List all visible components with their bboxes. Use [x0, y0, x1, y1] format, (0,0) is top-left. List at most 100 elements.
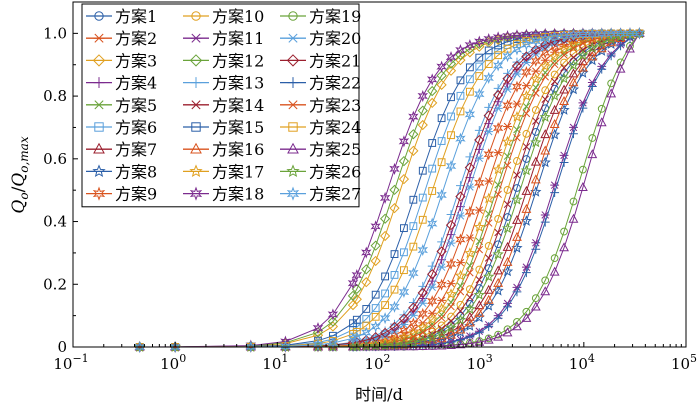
- legend-marker: [94, 11, 104, 21]
- series-21-point: [455, 191, 466, 202]
- legend-marker: [93, 77, 105, 89]
- series-23-point: [484, 219, 493, 227]
- series-13-point: [474, 125, 484, 135]
- legend-entry-22: 方案22: [280, 74, 361, 93]
- series-16-point: [587, 51, 598, 61]
- series-26-point: [407, 336, 419, 348]
- series-17-point: [445, 288, 457, 299]
- series-15-point: [390, 250, 399, 258]
- legend: 方案1 方案2 方案3 方案4 方案5 方案6 方案7 方案8 方案9 方案10 方案11 方案12 方…: [81, 3, 361, 208]
- legend-entry-5: 方案5: [86, 96, 157, 115]
- series-10-point: [550, 70, 559, 79]
- y-label-sub2: o,max: [17, 136, 31, 173]
- series-12-point: [370, 240, 381, 251]
- series-26-point: [454, 313, 467, 325]
- series-27-point: [445, 159, 457, 173]
- legend-label: 方案19: [309, 7, 361, 26]
- series-2-point: [437, 296, 447, 305]
- series-2-point: [503, 122, 512, 131]
- legend-entry-16: 方案16: [183, 140, 264, 159]
- series-21-point: [521, 51, 532, 62]
- series-7-point: [549, 104, 560, 114]
- series-11-point: [550, 181, 560, 189]
- series-18-point: [398, 135, 410, 148]
- legend-label: 方案16: [212, 140, 264, 159]
- series-20-point: [521, 58, 531, 67]
- series-18-point: [327, 308, 339, 321]
- series-25-point: [521, 312, 532, 322]
- legend-label: 方案5: [115, 96, 157, 115]
- series-11-point: [569, 123, 578, 132]
- series-12-point: [436, 70, 447, 81]
- series-3-point: [417, 119, 428, 131]
- legend-entry-2: 方案2: [86, 29, 157, 48]
- series-27-point: [549, 30, 560, 44]
- series-2-point: [512, 100, 522, 108]
- series-12-point: [389, 184, 400, 196]
- series-22-point: [503, 302, 512, 312]
- series-24-point: [465, 87, 474, 96]
- series-22-point: [559, 158, 569, 167]
- plot-curves: [134, 27, 646, 354]
- series-9-point: [398, 324, 410, 337]
- series-12-point: [445, 58, 457, 69]
- series-18-point: [312, 322, 324, 335]
- series-27-point: [577, 28, 589, 41]
- series-27-point: [312, 338, 324, 351]
- legend-entry-1: 方案1: [86, 7, 157, 26]
- series-20-point: [512, 70, 522, 78]
- series-5-point: [456, 282, 465, 290]
- series-12-point: [379, 213, 391, 224]
- legend-label: 方案9: [115, 185, 157, 204]
- series-6-point: [437, 137, 446, 145]
- series-27-point: [455, 132, 466, 145]
- series-25-point: [446, 339, 456, 349]
- series-10-point: [503, 186, 512, 194]
- series-27-point: [389, 300, 400, 313]
- y-label-q1: Q: [9, 200, 29, 214]
- series-16-point: [493, 277, 504, 287]
- series-18-point: [464, 39, 476, 52]
- series-10-point: [531, 106, 540, 114]
- series-26-point: [549, 89, 561, 101]
- series-24-point: [494, 51, 503, 60]
- series-15-point: [428, 139, 437, 147]
- series-23-point: [513, 134, 521, 142]
- series-18-point: [549, 27, 560, 40]
- series-6-point: [447, 112, 455, 121]
- series-21-point: [389, 321, 400, 333]
- series-3-point: [347, 299, 359, 311]
- series-2-point: [446, 279, 456, 288]
- series-21-point: [464, 162, 475, 173]
- series-18-point: [408, 110, 419, 123]
- series-26-point: [558, 72, 570, 84]
- series-10-point: [522, 129, 531, 138]
- series-23-point: [569, 44, 578, 53]
- legend-box: [81, 3, 360, 208]
- legend-marker: [287, 77, 299, 89]
- y-label-sep: /: [9, 186, 29, 192]
- legend-marker: [92, 186, 106, 201]
- legend-marker: [191, 122, 201, 132]
- series-26-point: [539, 111, 551, 122]
- series-18-point: [502, 30, 513, 43]
- series-6-point: [475, 62, 484, 71]
- series-3-point: [327, 321, 339, 332]
- series-21-point: [417, 287, 428, 299]
- series-24-point: [381, 301, 389, 309]
- legend-label: 方案27: [309, 185, 361, 204]
- series-27-point: [408, 266, 419, 280]
- series-16-point: [474, 307, 485, 317]
- x-tick-label: 102: [364, 352, 390, 373]
- series-27-point: [492, 59, 504, 72]
- series-27-point: [634, 27, 645, 40]
- series-22-point: [587, 82, 597, 91]
- legend-marker: [190, 142, 202, 154]
- series-22-point: [484, 322, 494, 332]
- series-24-point: [428, 187, 437, 195]
- series-6-point: [400, 248, 408, 257]
- series-9-point: [464, 205, 476, 218]
- series-6-point: [456, 91, 465, 100]
- series-23-point: [466, 268, 474, 277]
- series-10-point: [494, 214, 503, 223]
